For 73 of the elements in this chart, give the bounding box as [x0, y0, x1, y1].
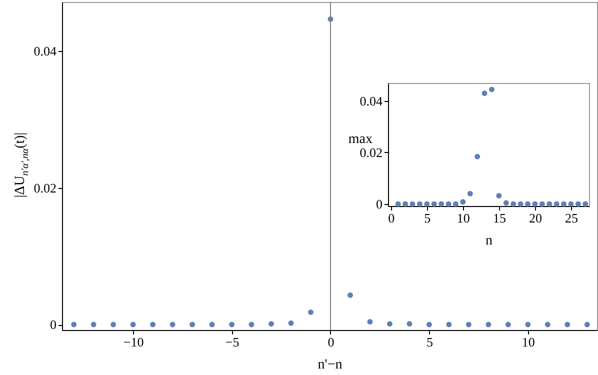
point [438, 201, 444, 207]
point [209, 322, 215, 328]
point [575, 201, 581, 207]
point [564, 322, 570, 328]
point [402, 201, 408, 207]
point [452, 201, 458, 207]
point [288, 320, 294, 326]
point [460, 199, 466, 205]
y-tick-label: 0.04 [34, 44, 57, 59]
point [525, 322, 531, 328]
point [532, 201, 538, 207]
point [424, 201, 430, 207]
point [568, 201, 574, 207]
y-tick-label: 0.02 [34, 180, 56, 196]
point [150, 322, 156, 328]
point [466, 322, 472, 328]
x-tick-label: −5 [225, 334, 240, 350]
point [308, 310, 314, 315]
point [431, 201, 437, 207]
point [416, 201, 422, 207]
point [505, 322, 511, 328]
x-tick-label: 10 [456, 210, 470, 226]
point [467, 190, 473, 196]
point [170, 322, 176, 328]
point [190, 322, 196, 328]
point [248, 322, 254, 328]
point [474, 154, 480, 160]
point [561, 201, 567, 207]
point [546, 201, 552, 207]
y-tick-label: 0 [50, 317, 56, 332]
x-tick-label: 20 [528, 210, 542, 226]
x-axis-title: n [486, 234, 492, 248]
point [268, 321, 274, 327]
point [446, 322, 452, 328]
x-tick-label: 0 [328, 334, 334, 350]
point [544, 322, 550, 328]
x-axis-title: n'−n [318, 358, 342, 372]
y-tick-label: 0.04 [360, 94, 383, 109]
point [525, 201, 530, 207]
point [110, 322, 116, 328]
point [482, 90, 488, 96]
point [539, 201, 545, 207]
point [367, 319, 373, 325]
point [496, 192, 502, 198]
point [489, 86, 494, 92]
point [446, 201, 452, 207]
y-tick-label: 0 [376, 196, 382, 212]
point [90, 322, 96, 328]
point [406, 321, 412, 327]
point [410, 201, 416, 207]
point [486, 322, 492, 328]
x-tick-label: 15 [492, 210, 506, 226]
point [395, 201, 401, 207]
x-tick-label: 5 [424, 210, 431, 226]
point [426, 322, 432, 328]
x-tick-label: 0 [388, 210, 395, 226]
x-tick-label: 25 [564, 210, 578, 226]
point [510, 201, 516, 207]
x-tick-label: −10 [123, 334, 144, 350]
point [518, 201, 524, 207]
y-axis-title: max [348, 132, 372, 147]
x-tick-label: 10 [522, 334, 535, 350]
point [503, 200, 509, 206]
point [554, 201, 560, 207]
y-tick-label: 0.02 [360, 144, 382, 160]
point [386, 321, 392, 327]
x-tick-label: 5 [426, 334, 433, 350]
point [582, 201, 588, 207]
point [347, 292, 353, 298]
point [229, 322, 235, 328]
point [130, 322, 136, 328]
point [71, 322, 77, 328]
point [584, 322, 590, 328]
